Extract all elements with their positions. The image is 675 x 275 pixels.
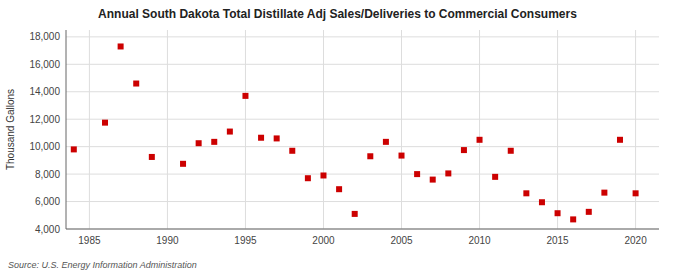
y-axis	[66, 30, 67, 229]
point	[399, 153, 405, 159]
grid-line	[66, 229, 659, 230]
point	[586, 209, 592, 215]
point	[617, 137, 623, 143]
point	[196, 140, 202, 146]
grid-line	[245, 30, 246, 229]
grid-line	[89, 30, 90, 229]
point	[461, 147, 467, 153]
tick-label: 8,000	[35, 169, 60, 180]
point	[539, 199, 545, 205]
points	[71, 43, 639, 222]
grid-line	[66, 146, 659, 147]
tick-label: 1985	[78, 235, 101, 246]
tick-label: 12,000	[29, 114, 60, 125]
point	[102, 120, 108, 126]
title: Annual South Dakota Total Distillate Adj…	[98, 7, 577, 21]
point	[570, 216, 576, 222]
grid-line	[66, 91, 659, 92]
tick-label: 1995	[234, 235, 257, 246]
axis-label: Thousand Gallons	[5, 89, 16, 170]
grid-line	[323, 30, 324, 229]
point	[258, 135, 264, 141]
point	[242, 93, 248, 99]
point	[477, 137, 483, 143]
tick-label: 2005	[390, 235, 413, 246]
point	[289, 148, 295, 154]
point	[118, 43, 124, 49]
point	[274, 135, 280, 141]
grid-line	[557, 30, 558, 229]
point	[523, 190, 529, 196]
point	[633, 190, 639, 196]
tick-label: 2015	[546, 235, 569, 246]
tick-labels: 4,000 6,000 8,000 10,000 12,000 14,000 16,000 1…	[29, 31, 647, 246]
tick-label: 2020	[624, 235, 647, 246]
tick-label: 18,000	[29, 31, 60, 42]
point	[211, 139, 217, 145]
grid-line	[66, 36, 659, 37]
grid-line	[66, 201, 659, 202]
grid-line	[401, 30, 402, 229]
point	[492, 174, 498, 180]
point	[555, 210, 561, 216]
tick-label: 4,000	[35, 224, 60, 235]
tick-label: 6,000	[35, 196, 60, 207]
point	[336, 186, 342, 192]
point	[367, 153, 373, 159]
tick-label: 2010	[468, 235, 491, 246]
grid-line	[167, 30, 168, 229]
point	[71, 146, 77, 152]
point	[601, 190, 607, 196]
point	[430, 177, 436, 183]
point	[180, 161, 186, 167]
tick-label: 14,000	[29, 86, 60, 97]
tick-label: 16,000	[29, 59, 60, 70]
point	[508, 148, 514, 154]
tick-label: 1990	[156, 235, 179, 246]
grid-line	[635, 30, 636, 229]
grid	[66, 30, 659, 229]
point	[445, 170, 451, 176]
tick-label: 2000	[312, 235, 335, 246]
grid-line	[66, 119, 659, 120]
chart: Annual South Dakota Total Distillate Adj…	[0, 0, 675, 275]
grid-line	[479, 30, 480, 229]
tick-label: 10,000	[29, 141, 60, 152]
point	[383, 139, 389, 145]
grid-line	[66, 174, 659, 175]
point	[352, 211, 358, 217]
point	[305, 175, 311, 181]
point	[133, 81, 139, 87]
point	[414, 171, 420, 177]
x-axis	[66, 229, 659, 230]
point	[149, 154, 155, 160]
point	[227, 129, 233, 135]
annotation: Source: U.S. Energy Information Administ…	[8, 260, 197, 270]
grid-line	[66, 64, 659, 65]
point	[320, 172, 326, 178]
